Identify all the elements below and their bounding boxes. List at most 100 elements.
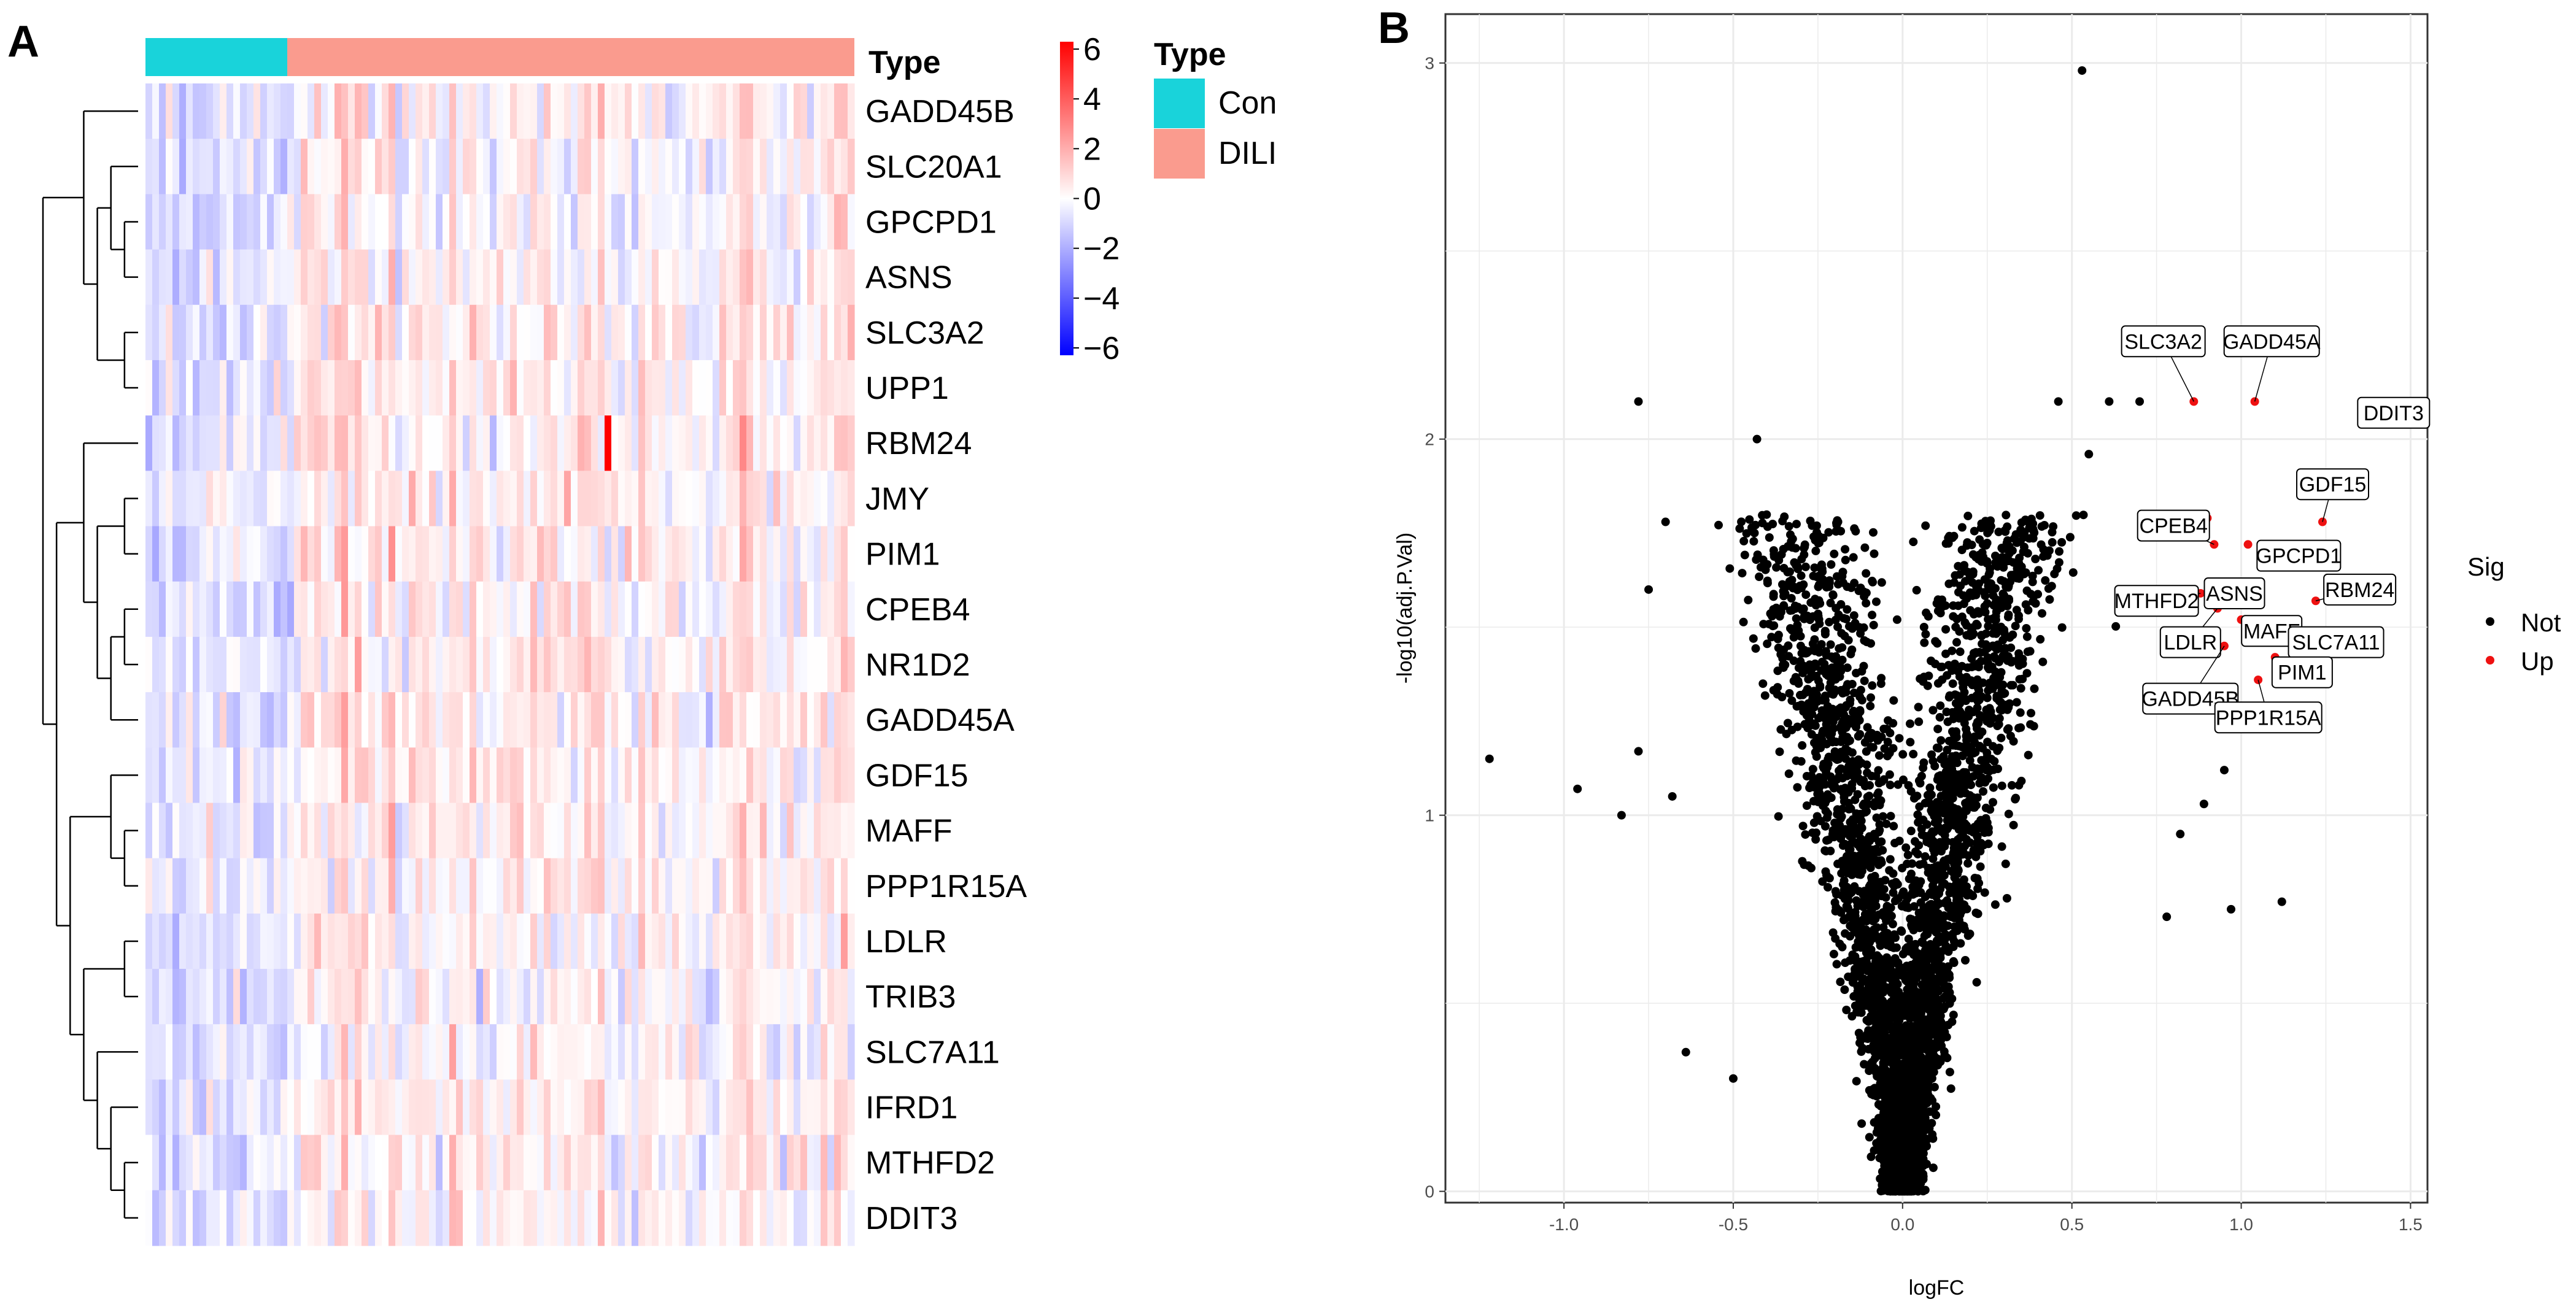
heatmap-cell [740, 304, 747, 361]
heatmap-cell [591, 1024, 598, 1081]
not-point [1774, 643, 1783, 652]
heatmap-cell [800, 304, 808, 361]
heatmap-cell [247, 249, 254, 306]
heatmap-cell [645, 249, 652, 306]
heatmap-cell [659, 581, 666, 638]
heatmap-cell [551, 139, 558, 195]
heatmap-cell [807, 636, 814, 693]
heatmap-cell [355, 581, 362, 638]
heatmap-cell [186, 1079, 193, 1136]
heatmap-cell [341, 471, 349, 527]
heatmap-cell [605, 636, 612, 693]
heatmap-cell [348, 969, 355, 1025]
heatmap-cell [814, 1190, 821, 1246]
heatmap-cell [368, 1190, 376, 1246]
legend-label-con: Con [1218, 85, 1277, 121]
heatmap-cell [490, 969, 497, 1025]
heatmap-cell [767, 969, 774, 1025]
heatmap-cell [253, 415, 261, 471]
heatmap-cell [226, 249, 234, 306]
heatmap-cell [571, 139, 578, 195]
heatmap-cell [307, 415, 315, 471]
not-point [1868, 611, 1877, 620]
heatmap-cell [557, 139, 565, 195]
heatmap-cell [179, 803, 187, 859]
heatmap-cell [753, 526, 760, 582]
heatmap-cell [692, 526, 700, 582]
heatmap-cell [422, 194, 430, 250]
heatmap-cell [348, 913, 355, 969]
heatmap-cell [362, 360, 369, 416]
not-point [1883, 752, 1892, 761]
heatmap-cell [476, 1024, 484, 1081]
not-point [1774, 812, 1783, 821]
heatmap-cell [382, 1024, 389, 1081]
not-point [1749, 634, 1758, 643]
heatmap-cell [605, 581, 612, 638]
heatmap-cell [166, 526, 173, 582]
not-point [1840, 985, 1849, 994]
heatmap-cell [335, 581, 342, 638]
heatmap-cell [348, 415, 355, 471]
heatmap-cell [503, 913, 511, 969]
heatmap-cell [753, 83, 760, 139]
heatmap-cell [753, 471, 760, 527]
heatmap-cell [584, 415, 592, 471]
heatmap-cell [530, 139, 538, 195]
heatmap-cell [767, 858, 774, 914]
heatmap-cell [611, 194, 619, 250]
heatmap-cell [375, 581, 382, 638]
heatmap-cell [780, 415, 787, 471]
heatmap-cell [551, 360, 558, 416]
heatmap-cell [524, 692, 531, 748]
heatmap-cell [328, 747, 335, 804]
heatmap-cell [341, 1079, 349, 1136]
heatmap-cell [767, 747, 774, 804]
heatmap-cell [510, 249, 517, 306]
heatmap-cell [490, 139, 497, 195]
heatmap-cell [821, 858, 828, 914]
heatmap-cell [321, 304, 328, 361]
heatmap-cell [307, 858, 315, 914]
heatmap-cell [800, 969, 808, 1025]
heatmap-cell [598, 692, 605, 748]
heatmap-cell [280, 194, 288, 250]
heatmap-cell [314, 692, 322, 748]
heatmap-cell [733, 692, 740, 748]
heatmap-cell [773, 747, 781, 804]
heatmap-cell [672, 1190, 679, 1246]
heatmap-cell [436, 1024, 443, 1081]
heatmap-cell [618, 636, 625, 693]
heatmap-cell [247, 139, 254, 195]
heatmap-cell [179, 581, 187, 638]
not-point [1919, 922, 1928, 931]
heatmap-cell [571, 1135, 578, 1191]
heatmap-cell [422, 1190, 430, 1246]
heatmap-cell [341, 304, 349, 361]
heatmap-cell [598, 581, 605, 638]
heatmap-cell [233, 249, 241, 306]
heatmap-cell [497, 304, 504, 361]
heatmap-cell [233, 913, 241, 969]
heatmap-cell [800, 913, 808, 969]
heatmap-cell [632, 636, 639, 693]
heatmap-cell [834, 471, 841, 527]
heatmap-cell [226, 471, 234, 527]
heatmap-cell [517, 360, 524, 416]
heatmap-cell [746, 1190, 754, 1246]
heatmap-cell [287, 803, 295, 859]
gene-label: GDF15 [865, 758, 969, 793]
heatmap-cell [773, 581, 781, 638]
heatmap-cell [429, 803, 436, 859]
heatmap-cell [645, 969, 652, 1025]
heatmap-cell [375, 304, 382, 361]
heatmap-cell [530, 969, 538, 1025]
heatmap-cell [355, 1190, 362, 1246]
heatmap-cell [551, 1135, 558, 1191]
heatmap-cell [821, 1135, 828, 1191]
heatmap-cell [274, 1190, 281, 1246]
heatmap-cell [240, 1190, 247, 1246]
heatmap-cell [773, 1079, 781, 1136]
heatmap-cell [348, 360, 355, 416]
